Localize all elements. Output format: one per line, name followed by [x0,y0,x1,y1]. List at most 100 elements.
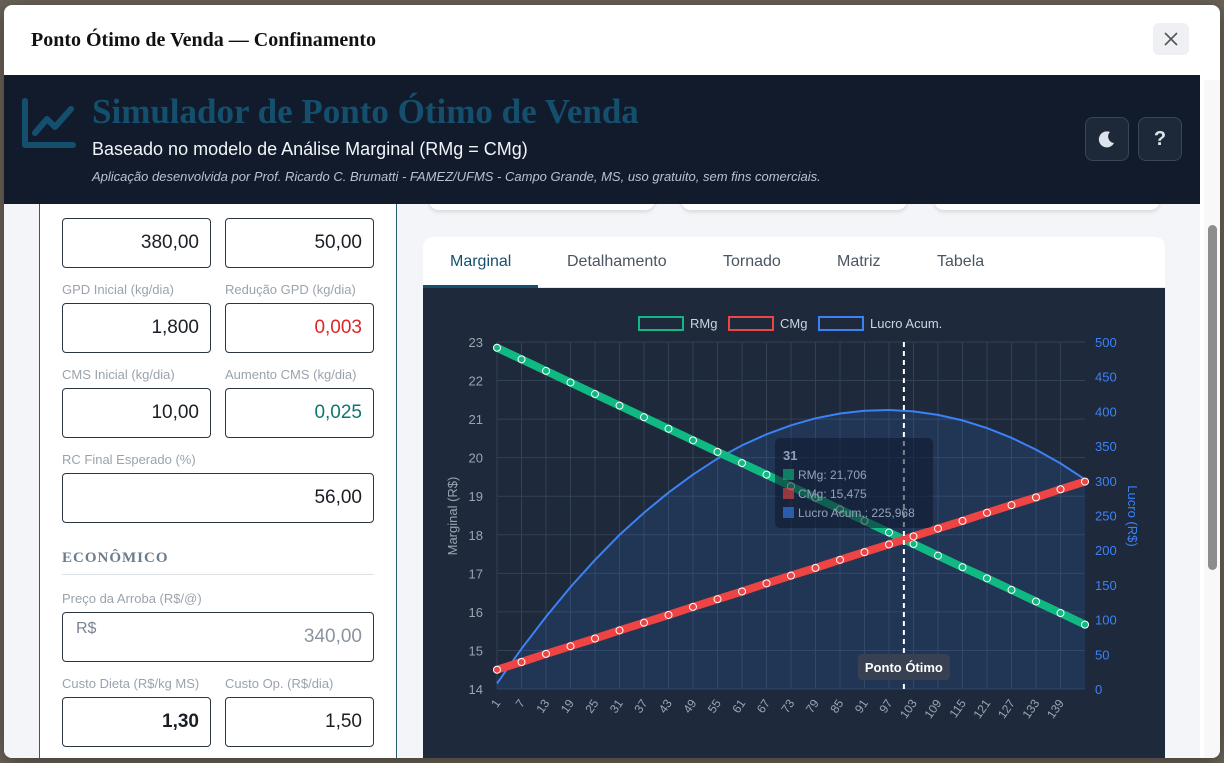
currency-prefix: R$ [76,620,97,637]
legend-label: CMg [780,316,807,331]
tab-detalhamento[interactable]: Detalhamento [567,253,667,270]
tooltip-line: CMg: 15,475 [798,487,867,501]
tooltip-title: 31 [783,448,797,463]
tab-matriz[interactable]: Matriz [837,253,881,270]
tab-marginal[interactable]: Marginal [423,237,539,288]
x-tick-label: 133 [1019,696,1042,721]
x-tick-label: 109 [921,696,944,721]
y-right-tick-label: 350 [1095,439,1117,454]
y-left-tick-label: 17 [469,566,483,581]
x-tick-label: 91 [852,696,871,715]
y-left-tick-label: 15 [469,643,483,658]
legend-swatch [728,316,774,331]
theme-toggle-button[interactable] [1085,117,1129,161]
y-right-tick-label: 300 [1095,474,1117,489]
cmg-point [958,516,967,525]
reducao-gpd-label: Redução GPD (kg/dia) [225,282,356,297]
y-left-tick-label: 23 [469,335,483,350]
reducao-gpd-input[interactable]: 0,003 [225,303,374,353]
close-icon [1164,32,1178,46]
app-credit: Aplicação desenvolvida por Prof. Ricardo… [92,169,821,184]
cmg-point [762,579,771,588]
modal-dialog: Ponto Ótimo de Venda — Confinamento Simu… [4,5,1220,758]
rmg-point [713,447,722,456]
x-tick-label: 61 [729,696,748,715]
section-economico-title: ECONÔMICO [62,550,169,566]
x-tick-label: 37 [631,696,650,715]
tab-tabela[interactable]: Tabela [937,253,985,270]
cms-inicial-input[interactable]: 10,00 [62,388,211,438]
rmg-point [983,574,991,583]
y-right-tick-label: 200 [1095,543,1117,558]
cmg-point [493,665,501,674]
y-left-tick-label: 20 [469,451,483,466]
tooltip-line: RMg: 21,706 [798,468,867,482]
y-right-axis-title: Lucro (R$) [1125,485,1140,546]
x-tick-label: 97 [876,696,895,715]
x-tick-label: 25 [582,696,601,715]
x-tick-label: 7 [513,696,528,710]
cmg-point [689,602,697,611]
help-button[interactable]: ? [1138,117,1182,161]
main-content: 380,00 50,00 GPD Inicial (kg/dia) 1,800 … [4,204,1200,758]
y-left-tick-label: 19 [469,489,483,504]
legend-swatch [818,316,864,331]
chart-card: Marginal Detalhamento Tornado Matriz Tab… [423,237,1165,758]
input-panel: 380,00 50,00 GPD Inicial (kg/dia) 1,800 … [39,204,397,758]
trend-line-icon [22,98,76,148]
rmg-point [738,459,746,468]
cmg-point [1032,493,1040,502]
cmg-point [664,610,673,619]
gpd-inicial-label: GPD Inicial (kg/dia) [62,282,174,297]
y-right-tick-label: 450 [1095,370,1117,385]
app-header: Simulador de Ponto Ótimo de Venda Basead… [4,75,1200,204]
cmg-point [787,571,795,580]
rmg-point [517,355,526,364]
aumento-cms-input[interactable]: 0,025 [225,388,374,438]
x-tick-label: 73 [778,696,797,715]
cmg-point [860,548,869,557]
y-right-tick-label: 100 [1095,613,1117,628]
summary-card [681,204,907,210]
app-subtitle: Baseado no modelo de Análise Marginal (R… [92,139,528,159]
cmg-point [713,595,722,604]
scrollbar-thumb[interactable] [1208,225,1217,570]
section-divider [62,574,374,575]
cmg-point [517,658,526,667]
rmg-point [566,378,575,387]
tab-bar: Marginal Detalhamento Tornado Matriz Tab… [423,237,1165,288]
legend-label: Lucro Acum. [870,316,942,331]
y-left-tick-label: 14 [469,682,483,697]
lucro-line [496,408,1086,684]
custo-op-input[interactable]: 1,50 [225,697,374,747]
gpd-inicial-input[interactable]: 1,800 [62,303,211,353]
rmg-point [1007,585,1016,594]
preco-arroba-label: Preço da Arroba (R$/@) [62,591,202,606]
rmg-point [1081,620,1089,629]
rmg-point [615,401,624,410]
legend-swatch [638,316,684,331]
x-tick-label: 43 [656,696,675,715]
tooltip-box [775,438,933,528]
cmg-point [1081,477,1089,486]
x-tick-label: 55 [705,696,724,715]
x-tick-label: 1 [488,696,503,710]
x-tick-label: 139 [1044,696,1067,721]
close-button[interactable] [1153,23,1189,55]
cmg-point [983,508,991,517]
cmg-point [1007,501,1016,510]
summary-card [934,204,1160,210]
rc-final-input[interactable]: 56,00 [62,473,374,523]
rmg-point [689,436,697,445]
tooltip-swatch [783,469,794,480]
cmg-point [738,587,746,596]
row0-right-input[interactable]: 50,00 [225,218,374,268]
tab-tornado[interactable]: Tornado [723,253,781,270]
x-tick-label: 115 [947,696,970,720]
row0-left-input[interactable]: 380,00 [62,218,211,268]
custo-dieta-input[interactable]: 1,30 [62,697,211,747]
x-tick-label: 127 [995,696,1018,721]
rmg-point [885,528,893,537]
custo-op-label: Custo Op. (R$/dia) [225,676,334,691]
preco-arroba-input[interactable]: R$ 340,00 [62,612,374,662]
